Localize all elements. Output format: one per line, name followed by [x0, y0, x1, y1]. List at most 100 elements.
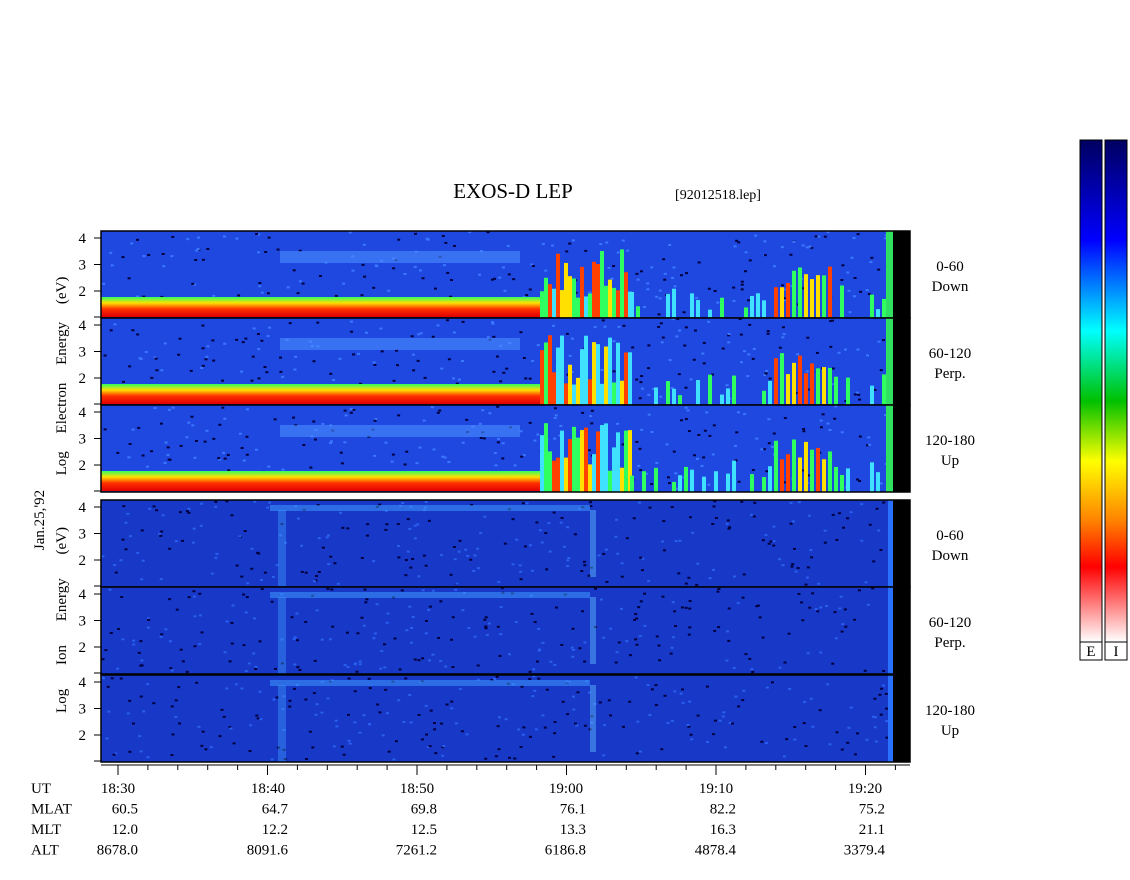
noise	[381, 734, 385, 737]
noise	[193, 456, 197, 459]
noise	[441, 754, 445, 757]
burst	[690, 469, 694, 492]
noise	[470, 503, 474, 506]
noise	[223, 342, 227, 345]
noise	[330, 588, 334, 591]
noise	[599, 243, 603, 246]
noise	[170, 754, 174, 757]
noise	[128, 365, 132, 368]
burst	[552, 372, 556, 405]
noise	[312, 360, 316, 363]
burst	[556, 253, 560, 318]
noise	[602, 552, 606, 555]
noise	[493, 677, 497, 680]
noise	[632, 517, 636, 520]
noise	[802, 428, 806, 431]
noise	[522, 726, 526, 729]
noise	[764, 533, 768, 536]
noise	[485, 633, 489, 636]
noise	[449, 638, 453, 641]
noise	[680, 274, 684, 277]
noise	[756, 604, 760, 607]
noise	[366, 523, 370, 526]
noise	[740, 280, 744, 283]
noise	[372, 560, 376, 563]
noise	[683, 344, 687, 347]
noise	[679, 419, 683, 422]
noise	[126, 712, 130, 715]
noise	[857, 589, 861, 592]
noise	[744, 270, 748, 273]
noise	[218, 735, 222, 738]
burst	[540, 291, 544, 318]
noise	[571, 655, 575, 658]
burst	[596, 264, 600, 318]
energy-tick-label: 4	[79, 675, 87, 691]
noise	[258, 282, 262, 285]
noise	[675, 335, 679, 338]
noise	[841, 264, 845, 267]
noise	[860, 503, 864, 506]
noise	[602, 636, 606, 639]
noise	[837, 512, 841, 515]
noise	[826, 231, 830, 234]
noise	[127, 277, 131, 280]
noise	[633, 618, 637, 621]
noise	[688, 516, 692, 519]
noise	[560, 643, 564, 646]
noise	[609, 714, 613, 717]
burst	[608, 470, 612, 492]
noise	[646, 282, 650, 285]
noise	[422, 554, 426, 557]
burst	[654, 467, 658, 492]
noise	[164, 441, 168, 444]
noise	[620, 575, 624, 578]
noise	[677, 373, 681, 376]
noise	[410, 641, 414, 644]
noise	[373, 363, 377, 366]
noise	[212, 294, 216, 297]
noise	[580, 570, 584, 573]
noise	[424, 564, 428, 567]
burst	[810, 279, 814, 318]
noise	[196, 248, 200, 251]
noise	[342, 282, 346, 285]
noise	[189, 369, 193, 372]
noise	[200, 631, 204, 634]
noise	[159, 578, 163, 581]
noise	[850, 256, 854, 259]
noise	[802, 430, 806, 433]
noise	[347, 739, 351, 742]
noise	[191, 282, 195, 285]
noise	[333, 562, 337, 565]
channel-range: 0-60	[936, 259, 964, 275]
noise	[465, 733, 469, 736]
noise	[840, 748, 844, 751]
burst	[870, 294, 874, 318]
noise	[789, 501, 793, 504]
noise	[559, 424, 563, 427]
noise	[635, 378, 639, 381]
noise	[562, 545, 566, 548]
noise	[507, 273, 511, 276]
noise	[817, 235, 821, 238]
noise	[179, 444, 183, 447]
noise	[739, 361, 743, 364]
noise	[392, 267, 396, 270]
noise	[411, 353, 415, 356]
burst	[690, 293, 694, 318]
noise	[722, 711, 726, 714]
dead-zone	[893, 500, 910, 762]
noise	[177, 686, 181, 689]
noise	[352, 408, 356, 411]
noise	[488, 622, 492, 625]
noise	[725, 659, 729, 662]
noise	[280, 638, 284, 641]
noise	[201, 347, 205, 350]
noise	[625, 537, 629, 540]
noise	[815, 351, 819, 354]
noise	[427, 519, 431, 522]
noise	[673, 624, 677, 627]
burst	[846, 468, 850, 492]
noise	[780, 246, 784, 249]
